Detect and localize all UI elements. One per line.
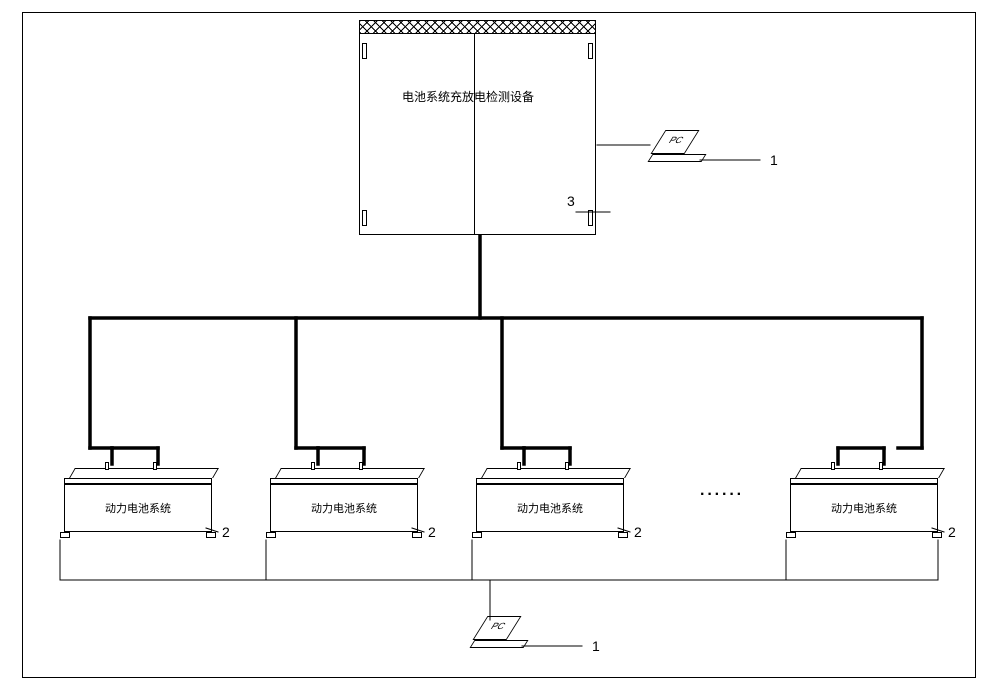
- ref-number-2: 2: [634, 524, 642, 540]
- battery-body: 动力电池系统: [790, 484, 938, 532]
- cabinet-door-divider: [474, 33, 475, 234]
- battery-terminal: [565, 462, 569, 470]
- battery-body: 动力电池系统: [476, 484, 624, 532]
- ref-number-2: 2: [948, 524, 956, 540]
- pc-base: [648, 154, 707, 162]
- ellipsis-dots: ······: [700, 486, 744, 504]
- battery-terminal: [517, 462, 521, 470]
- cabinet-hinge: [588, 210, 593, 226]
- battery-terminal: [153, 462, 157, 470]
- cabinet-hinge: [588, 43, 593, 59]
- battery-foot: [932, 532, 942, 538]
- battery-terminal: [359, 462, 363, 470]
- ref-number-3: 3: [567, 193, 575, 209]
- cabinet-vent-strip: [360, 21, 595, 34]
- pc-base: [470, 640, 529, 648]
- ref-number-2: 2: [428, 524, 436, 540]
- battery-lid: [275, 468, 425, 478]
- battery-foot: [266, 532, 276, 538]
- battery-foot: [206, 532, 216, 538]
- detection-cabinet: [359, 20, 596, 235]
- battery-terminal: [105, 462, 109, 470]
- battery-foot: [786, 532, 796, 538]
- battery-foot: [60, 532, 70, 538]
- battery-foot: [618, 532, 628, 538]
- battery-foot: [412, 532, 422, 538]
- cabinet-label: 电池系统充放电检测设备: [402, 88, 534, 105]
- battery-terminal: [879, 462, 883, 470]
- ref-number-1-top: 1: [770, 152, 778, 168]
- cabinet-hinge: [362, 210, 367, 226]
- battery-lid: [795, 468, 945, 478]
- battery-body: 动力电池系统: [270, 484, 418, 532]
- battery-lid: [69, 468, 219, 478]
- battery-lid: [481, 468, 631, 478]
- ref-number-1-bottom: 1: [592, 638, 600, 654]
- battery-foot: [472, 532, 482, 538]
- battery-terminal: [831, 462, 835, 470]
- battery-body: 动力电池系统: [64, 484, 212, 532]
- cabinet-hinge: [362, 43, 367, 59]
- battery-terminal: [311, 462, 315, 470]
- ref-number-2: 2: [222, 524, 230, 540]
